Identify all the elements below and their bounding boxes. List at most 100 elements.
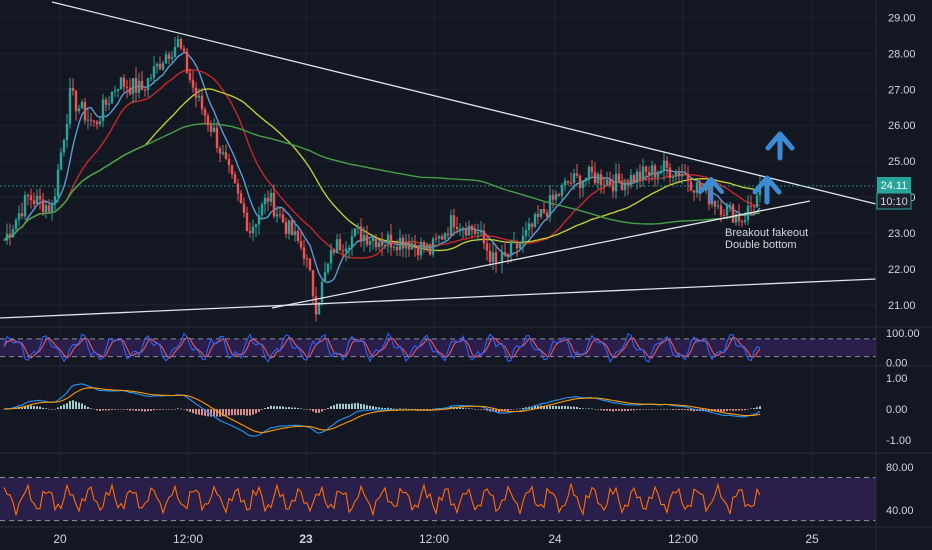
macd-histogram-bar	[420, 409, 422, 410]
macd-histogram-bar	[156, 409, 158, 410]
candle	[432, 237, 434, 258]
macd-histogram-bar	[186, 409, 188, 411]
macd-histogram-bar	[684, 409, 686, 410]
macd-histogram-bar	[57, 407, 59, 409]
macd-histogram-bar	[405, 409, 407, 410]
macd-histogram-bar	[465, 408, 467, 409]
macd-histogram-bar	[129, 409, 131, 411]
macd-histogram-bar	[549, 406, 551, 409]
macd-histogram-bar	[162, 409, 164, 410]
macd-histogram-bar	[618, 409, 620, 411]
macd-histogram-bar	[324, 409, 326, 410]
macd-histogram-bar	[654, 409, 656, 410]
macd-histogram-bar	[168, 409, 170, 410]
macd-histogram-bar	[354, 403, 356, 409]
macd-histogram-bar	[300, 408, 302, 409]
macd-histogram-bar	[105, 409, 107, 410]
macd-histogram-bar	[513, 409, 515, 410]
candle	[180, 37, 182, 50]
price-tick-label: 23.00	[888, 228, 916, 240]
macd-histogram-bar	[480, 409, 482, 410]
macd-histogram-bar	[516, 409, 518, 410]
time-tick-label: 25	[805, 532, 819, 546]
time-tick-label: 20	[53, 532, 67, 546]
macd-histogram-bar	[672, 409, 674, 410]
macd-histogram-bar	[471, 409, 473, 410]
macd-histogram-bar	[723, 409, 725, 412]
macd-histogram-bar	[228, 409, 230, 415]
macd-histogram-bar	[675, 409, 677, 410]
macd-histogram-bar	[69, 401, 71, 409]
macd-histogram-bar	[144, 409, 146, 412]
macd-histogram-bar	[630, 409, 632, 410]
price-tick-label: 21.00	[888, 300, 916, 312]
macd-histogram-bar	[642, 409, 644, 410]
macd-histogram-bar	[60, 406, 62, 409]
macd-histogram-bar	[234, 409, 236, 415]
macd-histogram-bar	[381, 408, 383, 409]
rsi-panel[interactable]	[0, 478, 876, 521]
macd-histogram-bar	[681, 409, 683, 410]
annotation-breakout-fakeout: Breakout fakeout	[725, 227, 808, 239]
macd-histogram-bar	[729, 409, 731, 410]
time-tick-label: 12:00	[668, 532, 698, 546]
macd-histogram-bar	[720, 409, 722, 412]
indicator-tick-label: -1.00	[886, 435, 911, 447]
macd-histogram-bar	[423, 409, 425, 410]
price-tick-label: 22.00	[888, 264, 916, 276]
macd-histogram-bar	[462, 408, 464, 409]
indicator-tick-label: 0.00	[886, 404, 907, 416]
time-tick-label: 23	[299, 532, 313, 546]
macd-histogram-bar	[315, 409, 317, 413]
macd-histogram-bar	[273, 406, 275, 409]
macd-histogram-bar	[624, 409, 626, 411]
macd-histogram-bar	[399, 409, 401, 410]
macd-histogram-bar	[750, 409, 752, 410]
candle	[111, 91, 113, 104]
macd-histogram-bar	[597, 409, 599, 410]
macd-histogram-bar	[627, 409, 629, 411]
macd-histogram-bar	[177, 408, 179, 409]
macd-histogram-bar	[594, 409, 596, 410]
macd-histogram-bar	[147, 409, 149, 411]
macd-histogram-bar	[81, 403, 83, 409]
macd-histogram-bar	[570, 407, 572, 409]
macd-histogram-bar	[189, 409, 191, 412]
macd-histogram-bar	[753, 408, 755, 409]
annotation-double-bottom: Double bottom	[725, 239, 797, 251]
indicator-tick-label: 100.00	[886, 328, 920, 340]
macd-histogram-bar	[396, 409, 398, 410]
macd-histogram-bar	[639, 409, 641, 410]
macd-histogram-bar	[507, 409, 509, 411]
macd-histogram-bar	[54, 409, 56, 410]
macd-histogram-bar	[351, 404, 353, 409]
macd-histogram-bar	[153, 409, 155, 410]
macd-histogram-bar	[321, 409, 323, 411]
macd-histogram-bar	[756, 407, 758, 409]
candle	[534, 212, 536, 228]
macd-histogram-bar	[237, 409, 239, 415]
macd-histogram-bar	[606, 409, 608, 411]
macd-histogram-bar	[522, 408, 524, 409]
macd-histogram-bar	[135, 409, 137, 411]
macd-histogram-bar	[303, 409, 305, 410]
macd-histogram-bar	[294, 408, 296, 409]
macd-histogram-bar	[141, 409, 143, 411]
macd-histogram-bar	[474, 409, 476, 410]
macd-histogram-bar	[255, 409, 257, 413]
macd-histogram-bar	[33, 406, 35, 409]
macd-histogram-bar	[429, 409, 431, 410]
indicator-tick-label: 80.00	[886, 462, 914, 474]
macd-histogram-bar	[171, 409, 173, 410]
macd-histogram-bar	[564, 406, 566, 409]
macd-histogram-bar	[165, 409, 167, 410]
macd-histogram-bar	[576, 407, 578, 409]
time-tick-label: 24	[548, 532, 562, 546]
macd-histogram-bar	[339, 404, 341, 409]
time-tick-label: 12:00	[419, 532, 449, 546]
current-price-label: 24.11	[877, 177, 911, 193]
macd-histogram-bar	[759, 406, 761, 409]
macd-histogram-bar	[732, 409, 734, 411]
macd-histogram-bar	[297, 408, 299, 409]
